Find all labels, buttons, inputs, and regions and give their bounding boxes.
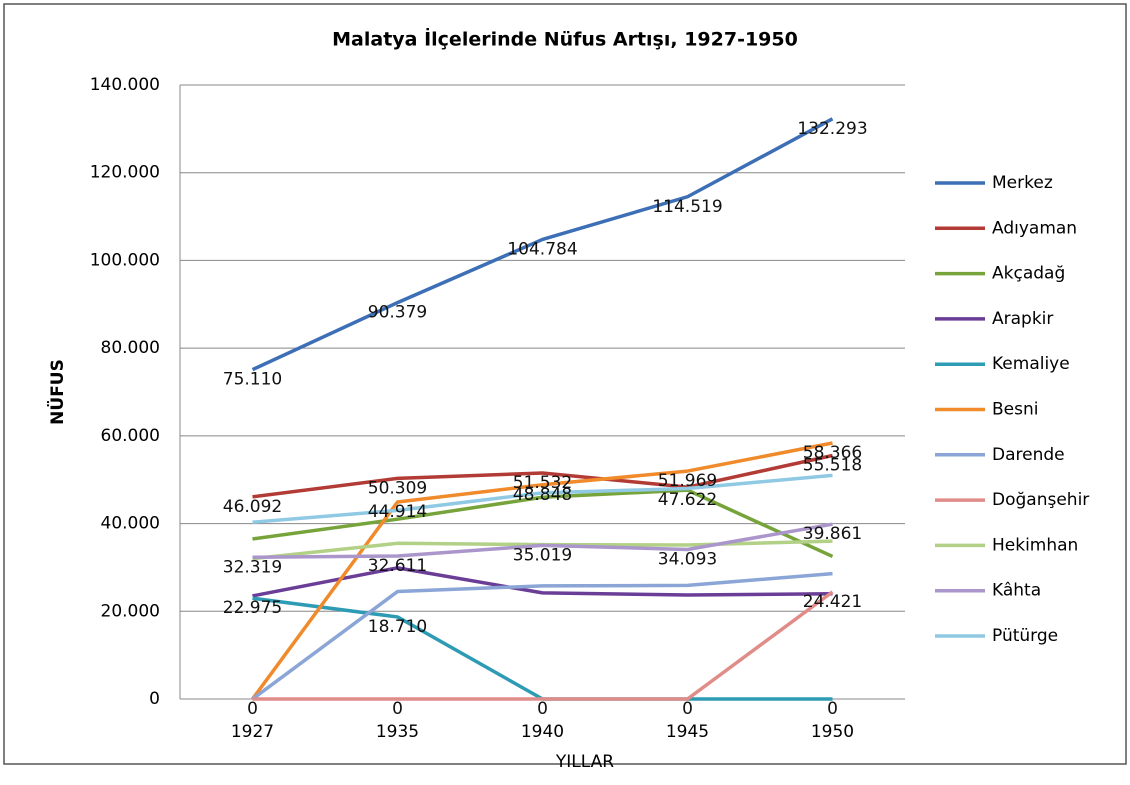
series-line <box>252 473 833 525</box>
data-label: 24.421 <box>803 592 862 612</box>
legend-label: Kâhta <box>992 581 1041 601</box>
series-line <box>251 441 833 701</box>
legend-label: Hekimhan <box>992 535 1078 555</box>
x-tick-label: 1927 <box>231 722 274 742</box>
chart-title: Malatya İlçelerinde Nüfus Artışı, 1927-1… <box>332 27 798 51</box>
y-tick-label: 0 <box>149 689 160 709</box>
data-label: 0 <box>392 699 403 719</box>
series-line <box>252 522 833 560</box>
legend-label: Kemaliye <box>992 354 1070 374</box>
data-label: 48.848 <box>513 485 572 505</box>
series-line <box>252 488 834 559</box>
series-line <box>252 566 833 598</box>
legend-label: Merkez <box>992 173 1053 193</box>
data-label: 18.710 <box>368 617 427 637</box>
data-label: 58.366 <box>803 443 862 463</box>
legend-label: Pütürge <box>992 626 1058 646</box>
data-label: 32.319 <box>223 557 282 577</box>
data-label: 50.309 <box>368 478 427 498</box>
data-label: 46.092 <box>223 497 282 517</box>
data-label: 44.914 <box>368 502 427 522</box>
legend-label: Arapkir <box>992 309 1053 329</box>
data-label: 104.784 <box>507 239 577 259</box>
data-label: 0 <box>827 699 838 719</box>
data-label: 114.519 <box>652 197 722 217</box>
legend-label: Darende <box>992 445 1065 465</box>
legend-label: Adıyaman <box>992 218 1077 238</box>
x-axis-label: YILLAR <box>555 752 614 772</box>
series-line <box>252 453 833 499</box>
data-label: 0 <box>537 699 548 719</box>
data-label: 39.861 <box>803 524 862 544</box>
data-label: 22.975 <box>223 598 282 618</box>
data-label: 47.622 <box>658 490 717 510</box>
data-label: 51.969 <box>658 471 717 491</box>
y-tick-label: 120.000 <box>90 163 160 183</box>
series-line <box>252 590 834 701</box>
data-label: 35.019 <box>513 545 572 565</box>
y-tick-label: 80.000 <box>101 338 160 358</box>
data-label: 34.093 <box>658 549 717 569</box>
data-label: 90.379 <box>368 303 427 323</box>
y-tick-label: 140.000 <box>90 75 160 95</box>
x-tick-label: 1935 <box>376 722 419 742</box>
legend-label: Akçadağ <box>992 264 1065 284</box>
legend-label: Doğanşehir <box>992 490 1089 510</box>
y-tick-label: 60.000 <box>101 426 160 446</box>
data-label: 75.110 <box>223 370 282 390</box>
x-tick-label: 1945 <box>666 722 709 742</box>
data-label: 51.532 <box>513 473 572 493</box>
data-label: 0 <box>682 699 693 719</box>
chart-border <box>3 3 1127 765</box>
legend-label: Besni <box>992 400 1038 420</box>
data-label: 132.293 <box>797 119 867 139</box>
y-tick-label: 40.000 <box>101 514 160 534</box>
series-line <box>251 571 833 701</box>
y-axis-label: NÜFUS <box>46 359 68 425</box>
x-tick-label: 1950 <box>811 722 854 742</box>
y-tick-label: 20.000 <box>101 601 160 621</box>
x-tick-label: 1940 <box>521 722 564 742</box>
series-line <box>251 117 834 372</box>
data-label: 0 <box>247 699 258 719</box>
y-tick-label: 100.000 <box>90 250 160 270</box>
data-label: 55.518 <box>803 456 862 476</box>
data-label: 32.611 <box>368 556 427 576</box>
